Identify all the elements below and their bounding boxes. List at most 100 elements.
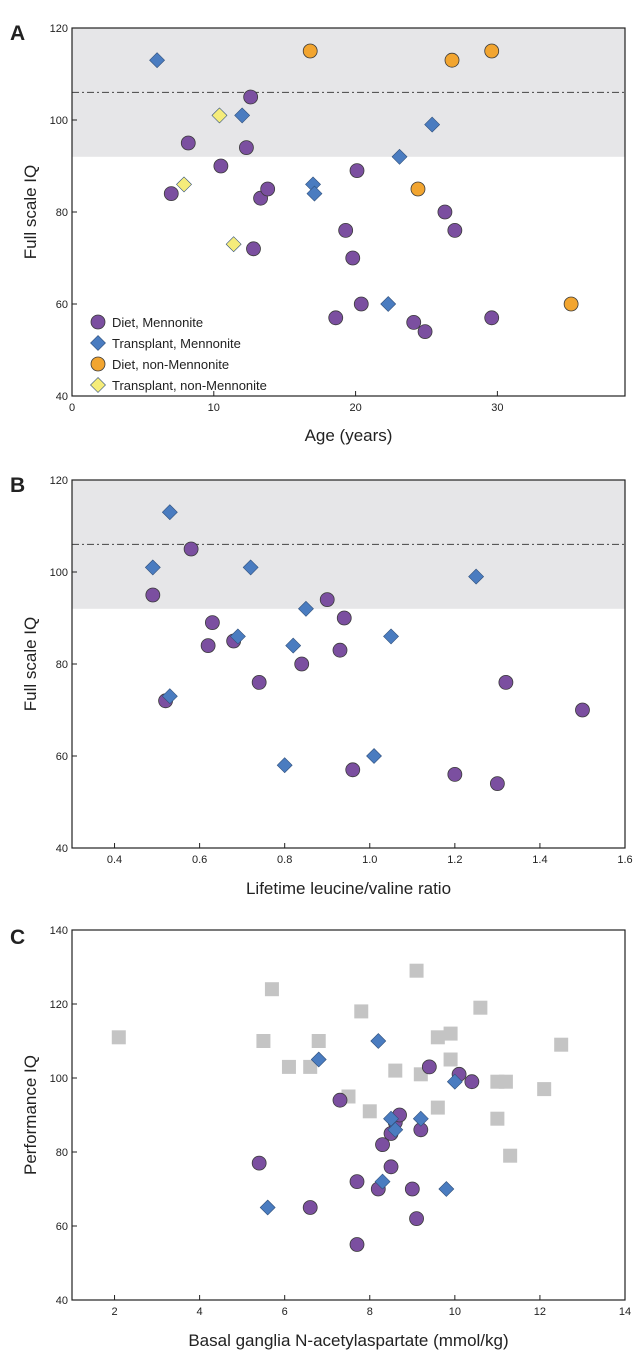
data-point <box>430 1030 445 1045</box>
data-point <box>537 1082 552 1097</box>
y-axis-label: Performance IQ <box>21 1055 40 1175</box>
data-point <box>204 615 220 630</box>
y-tick-label: 100 <box>50 115 68 127</box>
legend-marker <box>90 377 106 393</box>
data-point <box>328 310 344 326</box>
data-point <box>554 1037 569 1052</box>
x-tick-label: 1.4 <box>532 854 547 866</box>
data-point <box>349 1237 365 1252</box>
data-point <box>211 107 228 124</box>
data-point <box>447 767 463 782</box>
data-point <box>575 702 590 718</box>
data-point <box>259 1199 276 1216</box>
x-axis-label: Age (years) <box>305 426 393 445</box>
data-point <box>444 52 460 68</box>
data-point <box>332 1092 348 1108</box>
y-tick-label: 120 <box>50 23 68 35</box>
y-axis-label: Full scale IQ <box>21 617 40 711</box>
data-point <box>489 776 505 791</box>
data-point <box>260 181 276 197</box>
data-point <box>161 688 178 705</box>
data-point <box>163 186 179 202</box>
data-point <box>375 1137 390 1152</box>
data-point <box>264 982 279 997</box>
panel-b: 0.4 0.6 0.8 1.0 1.2 1.4 1.6 40 60 80 100 120 Lifetim… <box>10 474 633 898</box>
data-point <box>161 504 178 521</box>
x-tick-label: 10 <box>449 1306 461 1318</box>
data-point <box>484 310 500 326</box>
legend-label: Diet, Mennonite <box>112 315 203 330</box>
data-point <box>251 675 267 690</box>
data-point <box>276 757 293 774</box>
data-point <box>281 1059 296 1074</box>
data-point <box>229 628 246 645</box>
legend-label: Transplant, non-Mennonite <box>112 378 267 393</box>
data-point <box>421 1059 437 1075</box>
data-point <box>353 296 369 312</box>
data-point <box>298 600 314 617</box>
x-tick-label: 0.8 <box>277 854 292 866</box>
data-point <box>468 568 485 585</box>
data-point <box>412 1110 429 1127</box>
data-point <box>332 642 348 658</box>
y-tick-label: 80 <box>56 1147 68 1159</box>
data-point <box>144 559 161 576</box>
x-tick-label: 0.6 <box>192 854 207 866</box>
y-tick-label: 80 <box>56 207 68 219</box>
data-point <box>498 1074 513 1089</box>
data-point <box>430 1100 445 1115</box>
data-point <box>438 1181 455 1197</box>
x-tick-label: 30 <box>491 402 503 414</box>
data-point <box>354 1004 369 1019</box>
panel-c: 2 4 6 8 10 12 14 40 60 80 100 120 140 Basal ganglia N… <box>10 925 631 1350</box>
x-tick-label: 4 <box>197 1306 203 1318</box>
panel-a: 0 10 20 30 40 60 80 100 120 Age (years) Full scale… <box>10 22 626 445</box>
x-axis-label: Lifetime leucine/valine ratio <box>246 879 451 898</box>
series-1 <box>144 504 485 774</box>
data-point <box>443 1026 458 1041</box>
data-point <box>388 1063 403 1078</box>
x-tick-label: 12 <box>534 1306 546 1318</box>
y-tick-label: 60 <box>56 299 68 311</box>
data-point <box>251 1155 267 1171</box>
legend: Diet, Mennonite Transplant, Mennonite Diet… <box>90 314 267 393</box>
x-axis-label: Basal ganglia N-acetylaspartate (mmol/kg… <box>188 1331 508 1350</box>
data-point <box>294 656 310 672</box>
panel-letter: C <box>10 926 25 949</box>
data-point <box>464 1074 480 1090</box>
data-point <box>200 638 216 653</box>
y-tick-label: 60 <box>56 751 68 763</box>
x-tick-label: 1.0 <box>362 854 377 866</box>
data-point <box>563 296 579 312</box>
data-point <box>484 43 500 59</box>
series-3 <box>176 107 242 253</box>
data-point <box>225 236 242 253</box>
data-point <box>473 1000 488 1015</box>
data-point <box>424 116 441 133</box>
data-point <box>111 1030 126 1045</box>
x-tick-label: 20 <box>349 402 361 414</box>
data-point <box>183 541 199 557</box>
data-point <box>302 1200 318 1215</box>
series-1 <box>149 52 441 312</box>
series-1 <box>251 1059 480 1252</box>
data-point <box>311 1034 326 1048</box>
x-tick-label: 8 <box>367 1306 373 1318</box>
plot-frame <box>71 929 626 1301</box>
data-point <box>409 1211 424 1226</box>
data-point <box>176 176 192 193</box>
y-tick-label: 120 <box>50 475 68 487</box>
data-point <box>383 1159 399 1175</box>
y-tick-label: 40 <box>56 843 68 855</box>
data-point <box>417 324 433 340</box>
data-point <box>443 1052 458 1067</box>
data-point <box>145 587 161 603</box>
legend-label: Diet, non-Mennonite <box>112 357 229 372</box>
data-point <box>234 107 251 124</box>
y-tick-label: 100 <box>50 567 68 579</box>
data-point <box>446 1073 463 1090</box>
series-2 <box>302 43 579 312</box>
data-point <box>345 250 361 266</box>
panel-letter: B <box>10 474 25 497</box>
x-tick-label: 0.4 <box>107 854 122 866</box>
